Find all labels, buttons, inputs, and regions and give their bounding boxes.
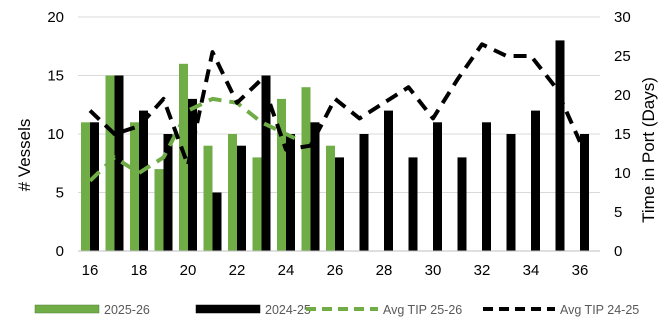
y-tick-label: 15 (47, 68, 64, 85)
bars (81, 40, 589, 252)
bar-2024-25 (188, 98, 197, 252)
bar-2024-25 (139, 110, 148, 251)
bar-2024-25 (433, 122, 442, 251)
bar-2025-26 (203, 145, 213, 251)
bar-2025-26 (228, 134, 237, 251)
bar-2024-25 (555, 40, 565, 252)
bar-2025-26 (252, 157, 262, 251)
bar-2024-25 (506, 134, 516, 251)
x-tick-label: 30 (425, 262, 442, 279)
x-tick-label: 22 (229, 262, 246, 279)
y2-tick-label: 30 (614, 9, 631, 26)
line-avg-tip-24-25 (88, 42, 582, 168)
bar-2024-25 (408, 157, 418, 251)
bar-2024-25 (384, 110, 393, 251)
legend-swatch (34, 304, 100, 314)
bar-2024-25 (531, 110, 540, 251)
legend-label: Avg TIP 24-25 (560, 303, 639, 317)
bar-2025-26 (81, 122, 90, 251)
x-tick-label: 26 (327, 262, 344, 279)
bar-2024-25 (237, 145, 246, 251)
legend-label: 2025-26 (104, 303, 150, 317)
legend-swatch (195, 304, 261, 314)
x-tick-label: 16 (82, 262, 99, 279)
y2-tick-label: 15 (614, 126, 631, 143)
bar-2025-26 (326, 145, 335, 251)
legend-item: 2024-25 (195, 303, 311, 317)
x-tick-label: 20 (180, 262, 197, 279)
x-tick-label: 36 (572, 262, 589, 279)
legend-label: 2024-25 (265, 303, 311, 317)
bar-2024-25 (457, 157, 467, 251)
legend-label: Avg TIP 25-26 (383, 303, 462, 317)
y-tick-label: 20 (47, 9, 64, 26)
bar-2025-26 (277, 98, 286, 252)
y-tick-label: 10 (47, 126, 64, 143)
bar-2024-25 (286, 134, 295, 251)
bar-2024-25 (335, 157, 344, 251)
bar-2024-25 (163, 134, 173, 251)
y2-tick-label: 10 (614, 165, 631, 182)
y-axis-title: # Vessels (15, 119, 34, 192)
legend-item: Avg TIP 25-26 (306, 303, 462, 317)
x-tick-label: 24 (278, 262, 295, 279)
x-tick-label: 32 (474, 262, 491, 279)
bar-2025-26 (130, 122, 139, 251)
x-tick-label: 34 (523, 262, 540, 279)
bar-2024-25 (359, 134, 369, 251)
bar-2025-26 (301, 87, 311, 251)
bar-2024-25 (580, 134, 589, 251)
y-tick-label: 5 (56, 185, 64, 202)
axes: 0 5 10 15 20 0 5 10 15 20 25 30 16 18 20 22 24 26 28 30 32 34… (47, 9, 630, 279)
y2-tick-label: 20 (614, 87, 631, 104)
bar-2024-25 (482, 122, 491, 251)
trend-lines (88, 42, 582, 183)
y2-tick-label: 25 (614, 48, 631, 65)
legend-item: Avg TIP 24-25 (483, 303, 639, 317)
x-tick-label: 18 (131, 262, 148, 279)
y2-tick-label: 0 (614, 243, 622, 260)
bar-2024-25 (310, 122, 320, 251)
legend: 2025-26 2024-25 Avg TIP 25-26 Avg TIP 24-25 (34, 303, 639, 317)
bar-2024-25 (90, 122, 99, 251)
bar-2024-25 (261, 75, 271, 251)
y2-axis-title: Time in Port (Days) (639, 77, 658, 223)
legend-item: 2025-26 (34, 303, 150, 317)
bar-2024-25 (212, 192, 222, 251)
y-tick-label: 0 (56, 243, 64, 260)
y2-tick-label: 5 (614, 204, 622, 221)
bar-2024-25 (114, 75, 124, 251)
x-tick-label: 28 (376, 262, 393, 279)
bar-2025-26 (154, 169, 164, 251)
line-avg-tip-25-26 (88, 96, 312, 183)
